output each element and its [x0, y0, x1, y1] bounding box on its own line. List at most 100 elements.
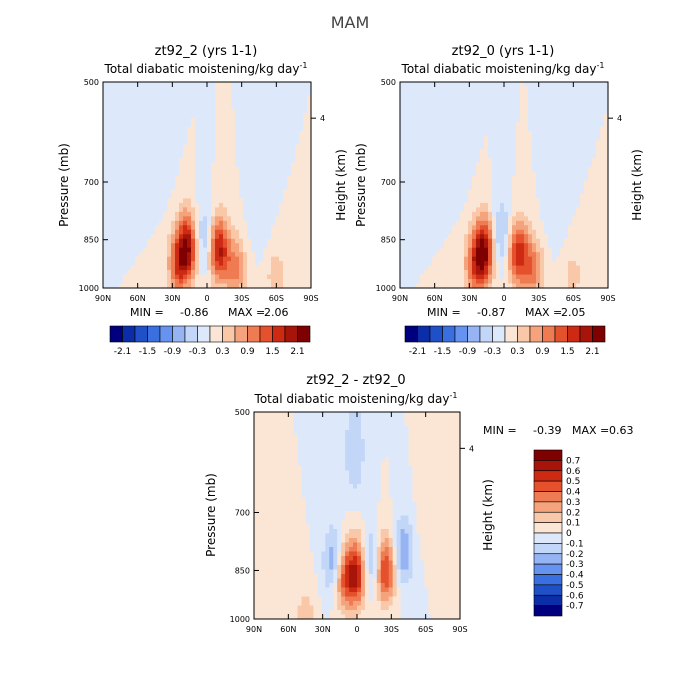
heat-cell	[119, 193, 124, 200]
heat-cell	[424, 252, 429, 258]
heat-cell	[211, 144, 216, 150]
heat-cell	[540, 202, 545, 208]
heat-cell	[524, 144, 529, 150]
heat-cell	[580, 131, 585, 137]
heat-cell	[251, 117, 256, 123]
heat-cell	[484, 176, 489, 182]
heat-cell	[492, 176, 497, 182]
heat-cell	[235, 167, 240, 173]
heat-cell	[548, 95, 553, 101]
heat-cell	[171, 225, 176, 231]
heat-cell	[496, 86, 501, 92]
heat-cell	[239, 274, 244, 280]
heat-cell	[299, 247, 304, 253]
heat-cell	[428, 234, 433, 240]
heat-cell	[215, 171, 220, 177]
heat-cell	[468, 99, 473, 105]
heat-cell	[528, 126, 533, 132]
heat-cell	[560, 274, 565, 280]
heat-cell	[468, 135, 473, 141]
heat-cell	[223, 247, 228, 253]
heat-cell	[596, 185, 601, 191]
heat-cell	[255, 234, 260, 240]
heat-cell	[476, 180, 481, 186]
heat-cell	[307, 252, 312, 258]
heat-cell	[147, 252, 152, 258]
heat-cell	[223, 193, 228, 200]
heat-cell	[307, 265, 312, 271]
heat-cell	[472, 104, 477, 110]
heat-cell	[307, 104, 312, 110]
heat-cell	[400, 126, 405, 132]
heat-cell	[428, 229, 433, 235]
heat-cell	[456, 90, 461, 97]
heat-cell	[259, 113, 264, 119]
heat-cell	[592, 171, 597, 177]
heat-cell	[131, 171, 136, 177]
heat-cell	[215, 234, 220, 240]
heat-cell	[247, 193, 252, 200]
heat-cell	[247, 216, 252, 222]
heat-cell	[524, 90, 529, 97]
heat-cell	[568, 220, 573, 226]
heat-cell	[512, 279, 517, 285]
heat-cell	[580, 261, 585, 267]
heat-cell	[199, 117, 204, 123]
heat-cell	[496, 144, 501, 150]
heat-cell	[448, 238, 453, 244]
heat-cell	[404, 185, 409, 191]
heat-cell	[488, 261, 493, 267]
heat-cell	[207, 193, 212, 200]
heat-cell	[432, 198, 437, 204]
heat-cell	[528, 176, 533, 182]
heat-cell	[464, 108, 469, 114]
heat-cell	[452, 180, 457, 186]
heat-cell	[412, 117, 417, 123]
heat-cell	[484, 189, 489, 195]
heat-cell	[215, 261, 220, 267]
heat-cell	[408, 171, 413, 177]
heat-cell	[500, 131, 505, 137]
heat-cell	[548, 90, 553, 97]
heat-cell	[596, 279, 601, 285]
heat-cell	[123, 261, 128, 267]
heat-cell	[424, 229, 429, 235]
heat-cell	[267, 279, 272, 285]
heat-cell	[287, 149, 292, 155]
heat-cell	[119, 171, 124, 177]
heat-cell	[287, 211, 292, 217]
heat-cell	[191, 211, 196, 217]
heat-cell	[464, 202, 469, 208]
heat-cell	[520, 113, 525, 119]
heat-cell	[600, 144, 605, 150]
heat-cell	[159, 234, 164, 240]
heat-cell	[183, 207, 188, 213]
heat-cell	[508, 140, 513, 146]
heat-cell	[460, 90, 465, 97]
heat-cell	[552, 238, 557, 244]
heat-cell	[460, 202, 465, 208]
heat-cell	[179, 104, 184, 110]
heat-cell	[239, 234, 244, 240]
heat-cell	[255, 238, 260, 244]
heat-cell	[155, 131, 160, 137]
heat-cell	[267, 274, 272, 280]
heat-cell	[468, 216, 473, 222]
heat-cell	[496, 189, 501, 195]
heat-cell	[299, 234, 304, 240]
heat-cell	[516, 162, 521, 168]
heat-cell	[560, 265, 565, 271]
heat-cell	[516, 279, 521, 285]
heat-cell	[251, 90, 256, 97]
heat-cell	[127, 202, 132, 208]
heat-cell	[325, 412, 330, 418]
heat-cell	[492, 279, 497, 285]
heat-cell	[195, 99, 200, 105]
heat-cell	[235, 158, 240, 164]
heat-cell	[307, 207, 312, 213]
heat-cell	[227, 99, 232, 105]
heat-cell	[219, 247, 224, 253]
heat-cell	[572, 153, 577, 159]
heat-cell	[520, 108, 525, 114]
heat-cell	[307, 144, 312, 150]
